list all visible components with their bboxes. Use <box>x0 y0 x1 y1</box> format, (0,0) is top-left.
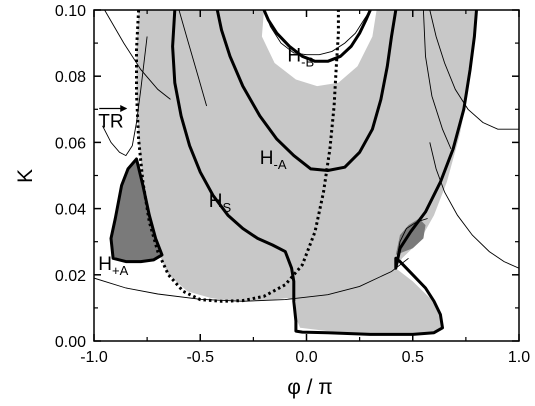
x-axis-label: φ / π <box>287 376 333 399</box>
y-axis-label: K <box>14 169 37 183</box>
x-tick-label: 0.0 <box>295 349 317 366</box>
axis-ticks: -1.0 -0.5 0.0 0.5 1.0 0.00 0.02 0.04 0.06 0.08 0.1… <box>55 3 530 366</box>
thin-curve-6 <box>429 10 519 130</box>
curve-ha <box>215 10 398 172</box>
x-tick-label: -1.0 <box>80 349 108 366</box>
x-tick-label: 1.0 <box>508 349 530 366</box>
curve-label-2: HS <box>209 191 232 215</box>
curve-hb <box>262 10 372 63</box>
series-curves <box>109 10 478 336</box>
thin-curves <box>94 10 519 302</box>
y-tick-label: 0.00 <box>55 334 86 351</box>
curve-ha <box>109 157 164 264</box>
curve-hs <box>171 10 478 336</box>
region-light-0 <box>136 10 477 335</box>
y-tick-label: 0.02 <box>55 268 86 285</box>
thin-curve-8 <box>422 10 452 150</box>
y-tick-label: 0.06 <box>55 135 86 152</box>
x-tick-label: -0.5 <box>186 349 214 366</box>
curve-labels: H-B H-A HS H+A TR <box>98 45 314 277</box>
tr-arrow-head-icon <box>120 105 128 113</box>
x-tick-label: 0.5 <box>402 349 424 366</box>
thin-curve-4 <box>94 257 409 302</box>
thin-curve-3 <box>178 10 208 107</box>
regions <box>111 10 477 335</box>
curve-label-3: H+A <box>98 254 128 278</box>
region-dark-1 <box>111 159 162 262</box>
thin-curve-1 <box>104 10 171 100</box>
y-tick-label: 0.08 <box>55 69 86 86</box>
thin-curve-0 <box>263 10 371 56</box>
curve-label-1: H-A <box>260 148 287 172</box>
y-tick-label: 0.04 <box>55 202 86 219</box>
thin-curve-2 <box>102 36 148 157</box>
y-tick-label: 0.10 <box>55 3 86 20</box>
curve-label-4: TR <box>98 112 123 133</box>
curve-tr <box>135 10 340 303</box>
thin-curve-7 <box>429 142 519 269</box>
curve-label-0: H-B <box>287 45 314 69</box>
